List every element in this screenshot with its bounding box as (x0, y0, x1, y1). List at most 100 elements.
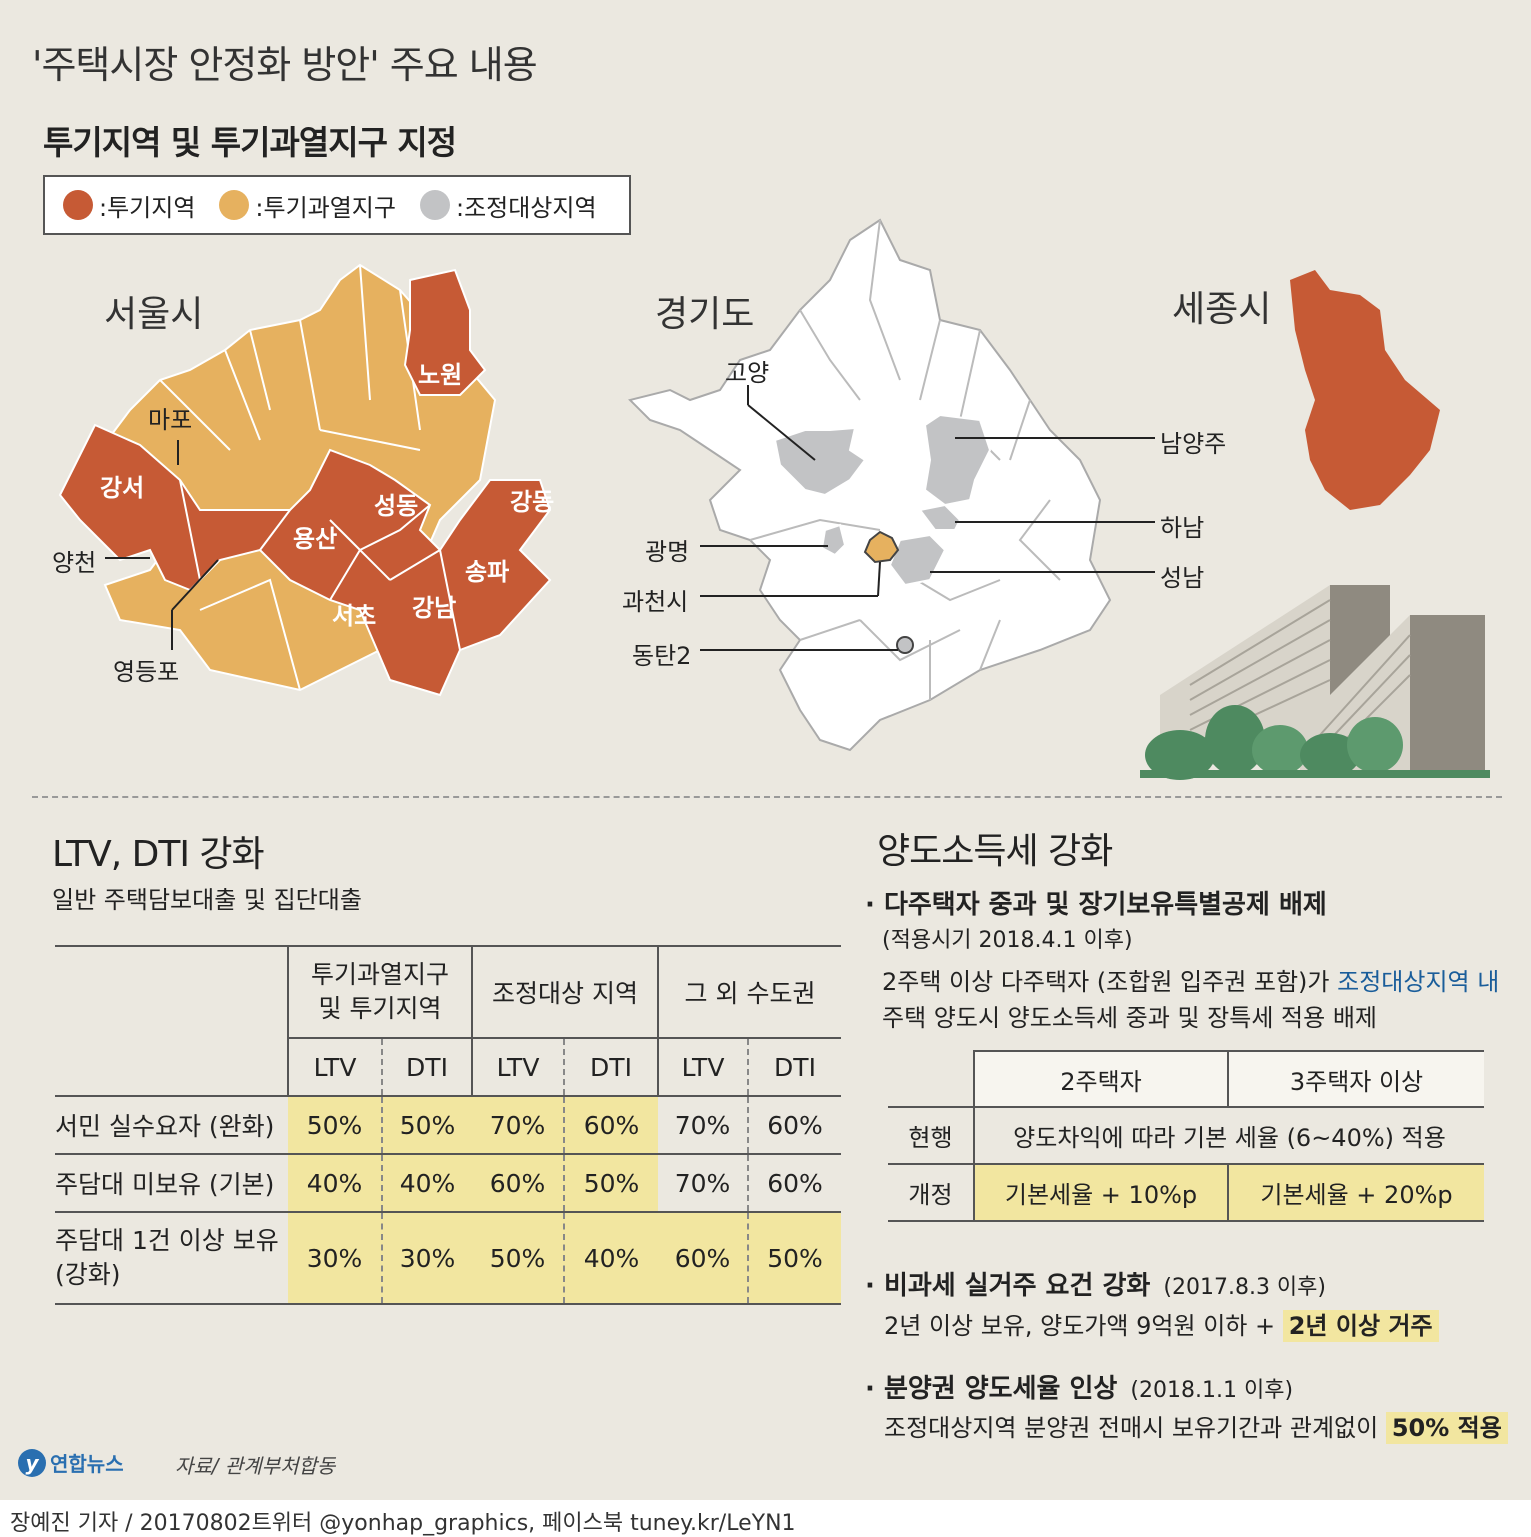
cell-value: 40% (288, 1154, 382, 1212)
item-title: · 분양권 양도세율 인상 (865, 1374, 1118, 1404)
district-label: 성동 (374, 492, 419, 520)
sub-header: LTV (287, 1038, 382, 1097)
designation-heading: 투기지역 및 투기과열지구 지정 (43, 123, 457, 162)
legend-label: :투기과열지구 (255, 193, 396, 222)
district-label: 강동 (510, 488, 555, 516)
adjustment-dot-icon (419, 190, 450, 220)
gyeonggi-label: 하남 (1160, 514, 1205, 542)
district-label: 서초 (332, 602, 377, 630)
district-label: 용산 (293, 525, 338, 553)
desc-highlight: 조정대상지역 내 (1337, 968, 1500, 996)
tax-item1-title: · 다주택자 중과 및 장기보유특별공제 배제 (865, 890, 1327, 920)
gyeonggi-label: 과천시 (622, 588, 689, 616)
item-title: · 비과세 실거주 요건 강화 (865, 1271, 1151, 1301)
yonhap-logo: y 연합뉴스 (18, 1448, 124, 1477)
group-header: 그 외 수도권 (657, 946, 841, 1039)
group-header: 투기과열지구 및 투기지역 (287, 946, 472, 1039)
legend-overheated: :투기과열지구 (219, 188, 396, 223)
cell-value: 50% (472, 1212, 564, 1304)
legend-label: :조정대상지역 (455, 193, 597, 222)
gyeonggi-label: 성남 (1160, 564, 1205, 592)
cell-value: 60% (747, 1096, 841, 1154)
desc-highlight: 2년 이상 거주 (1282, 1310, 1439, 1342)
sub-header: DTI (747, 1038, 841, 1097)
tax-header: 2주택자 (973, 1050, 1228, 1108)
legend-speculation: :투기지역 (63, 188, 195, 223)
yonhap-logo-icon: y (18, 1448, 46, 1477)
row-label: 주담대 미보유 (기본) (55, 1170, 275, 1199)
overheated-dot-icon (219, 190, 250, 220)
tax-row-label: 개정 (888, 1164, 974, 1222)
legend-label: :투기지역 (99, 193, 196, 222)
district-label: 강서 (100, 474, 145, 502)
gyeonggi-outline (628, 218, 1112, 752)
gyeonggi-label: 남양주 (1160, 430, 1227, 458)
cell-value: 60% (658, 1212, 748, 1304)
gwacheon-area (863, 530, 900, 564)
tax-item1-date: (적용시기 2018.4.1 이후) (882, 928, 1133, 953)
sub-header: DTI (563, 1038, 658, 1097)
cell-value: 70% (472, 1096, 564, 1154)
district-label: 강남 (412, 594, 457, 622)
seoul-speculation-nowon (403, 268, 487, 396)
map-legend: :투기지역 :투기과열지구 :조정대상지역 (43, 175, 631, 235)
logo-text: 연합뉴스 (50, 1452, 124, 1476)
section-divider (32, 796, 1502, 798)
tax-row-label: 현행 (888, 1106, 974, 1165)
sejong-map (1290, 270, 1440, 510)
cell-value: 50% (563, 1154, 658, 1212)
sub-header: DTI (381, 1038, 472, 1097)
cell-value: 50% (747, 1212, 841, 1304)
district-pointer-label: 마포 (148, 406, 193, 434)
ltv-heading: LTV, DTI 강화 (52, 834, 265, 875)
cell-value: 60% (747, 1154, 841, 1212)
item-date: (2018.1.1 이후) (1130, 1378, 1294, 1403)
cell-value: 60% (472, 1154, 564, 1212)
district-pointer-label: 양천 (52, 549, 97, 577)
seoul-map (58, 263, 552, 697)
cell-value: 30% (381, 1212, 472, 1304)
row-label: 주담대 1건 이상 보유 (강화) (55, 1226, 279, 1289)
tax-heading: 양도소득세 강화 (877, 831, 1113, 872)
table-row: 서민 실수요자 (완화) 50% 50% 70% 60% 70% 60% (55, 1096, 841, 1154)
desc-highlight: 50% 적용 (1385, 1412, 1508, 1444)
ltv-subtitle: 일반 주택담보대출 및 집단대출 (52, 886, 362, 914)
cell-value: 70% (674, 1168, 731, 1198)
tax-item2-desc: 2년 이상 보유, 양도가액 9억원 이하 + 2년 이상 거주 (884, 1306, 1439, 1342)
cell-value: 40% (381, 1154, 472, 1212)
dongtan2-marker (896, 636, 914, 654)
legend-adjustment: :조정대상지역 (419, 188, 597, 223)
gyeonggi-title: 경기도 (655, 294, 755, 335)
tax-item3-desc: 조정대상지역 분양권 전매시 보유기간과 관계없이 50% 적용 (884, 1408, 1508, 1444)
tax-item3: · 분양권 양도세율 인상 (2018.1.1 이후) (865, 1368, 1293, 1405)
cell-value: 70% (674, 1110, 731, 1140)
cell-value: 30% (288, 1212, 382, 1304)
hanam-area (918, 503, 962, 531)
source-text: 자료/ 관계부처합동 (175, 1454, 336, 1478)
gyeonggi-map (628, 218, 1155, 752)
cell-value: 50% (381, 1096, 472, 1154)
table-row: 주담대 미보유 (기본) 40% 40% 60% 50% 70% 60% (55, 1154, 841, 1212)
item-title-text: 분양권 양도세율 인상 (883, 1374, 1118, 1404)
district-label: 송파 (465, 558, 510, 586)
item-title: 다주택자 중과 및 장기보유특별공제 배제 (883, 890, 1327, 920)
table-row: 주담대 1건 이상 보유 (강화) 30% 30% 50% 40% 60% 50… (55, 1212, 841, 1304)
cell-value: 40% (563, 1212, 658, 1304)
tax-current-value: 양도차익에 따라 기본 세율 (6~40%) 적용 (973, 1107, 1484, 1165)
credit-text: 장예진 기자 / 20170802트위터 @yonhap_graphics, 페… (10, 1511, 796, 1536)
tax-item2: · 비과세 실거주 요건 강화 (2017.8.3 이후) (865, 1265, 1326, 1302)
gyeonggi-label: 고양 (725, 359, 770, 387)
item-title-text: 비과세 실거주 요건 강화 (883, 1271, 1151, 1301)
tax-revised-value: 기본세율 + 20%p (1227, 1164, 1484, 1222)
sejong-area (1290, 270, 1440, 510)
tax-header: 3주택자 이상 (1227, 1050, 1484, 1108)
sub-header: LTV (657, 1038, 748, 1097)
item-date: (2017.8.3 이후) (1163, 1275, 1326, 1300)
sub-header: LTV (471, 1038, 564, 1097)
cell-value: 50% (288, 1096, 382, 1154)
desc-text: 2년 이상 보유, 양도가액 9억원 이하 + (884, 1312, 1283, 1340)
desc-text: 2주택 이상 다주택자 (조합원 입주권 포함)가 (882, 968, 1338, 996)
cell-value: 60% (563, 1096, 658, 1154)
district-label: 노원 (418, 361, 463, 389)
row-label: 서민 실수요자 (완화) (55, 1112, 275, 1141)
